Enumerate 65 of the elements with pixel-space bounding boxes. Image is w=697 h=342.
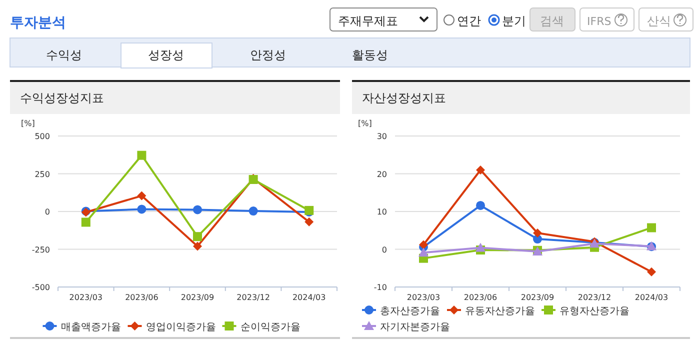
y-tick-label: 20 bbox=[376, 170, 387, 179]
legend-label: 영업이익증가율 bbox=[146, 322, 216, 333]
legend-item: 총자산증가율 bbox=[362, 306, 440, 317]
y-tick-label: -500 bbox=[32, 283, 50, 292]
text: 성장성 bbox=[148, 48, 184, 62]
y-axis-title: [%] bbox=[21, 119, 35, 128]
x-tick-label: 2023/12 bbox=[578, 293, 612, 302]
legend-item: 자기자본증가율 bbox=[362, 321, 450, 333]
y-tick-label: -250 bbox=[32, 245, 50, 254]
point bbox=[193, 205, 202, 214]
point bbox=[193, 232, 202, 242]
point bbox=[418, 248, 428, 257]
text: 활동성 bbox=[352, 48, 388, 62]
legend-item: 매출액증가율 bbox=[42, 322, 121, 333]
legend-label: 매출액증가율 bbox=[60, 322, 121, 333]
legend-label: 자기자본증가율 bbox=[380, 322, 450, 333]
y-axis-title: [%] bbox=[358, 119, 372, 128]
text: IFRS bbox=[587, 15, 612, 28]
point bbox=[137, 204, 146, 214]
point bbox=[533, 228, 542, 238]
text: 연간 bbox=[457, 14, 481, 28]
text: 분기 bbox=[502, 14, 526, 28]
legend-item: 유형자산증가율 bbox=[542, 306, 630, 317]
point bbox=[81, 218, 90, 227]
legend-item: 영업이익증가율 bbox=[128, 322, 216, 333]
x-tick-label: 2023/03 bbox=[406, 293, 440, 302]
y-tick-label: 500 bbox=[34, 132, 50, 141]
x-tick-label: 2023/12 bbox=[236, 293, 270, 302]
legend-item: 순이익증가율 bbox=[222, 322, 300, 333]
x-tick-label: 2024/03 bbox=[292, 293, 326, 302]
y-tick-label: 0 bbox=[44, 208, 50, 216]
legend-label: 유동자산증가율 bbox=[465, 306, 535, 317]
x-tick-label: 2023/09 bbox=[520, 293, 554, 302]
legend-label: 총자산증가율 bbox=[380, 306, 440, 317]
point bbox=[647, 223, 656, 232]
legend-label: 순이익증가율 bbox=[240, 322, 300, 333]
legend-item: 유동자산증가율 bbox=[447, 306, 535, 317]
x-tick-label: 2023/09 bbox=[180, 293, 214, 302]
point bbox=[647, 267, 656, 276]
legend-label: 유형자산증가율 bbox=[560, 306, 630, 317]
text: 투자분석 bbox=[10, 15, 66, 31]
y-tick-label: -10 bbox=[374, 283, 387, 292]
point bbox=[248, 206, 258, 216]
text: 수익성 bbox=[46, 48, 82, 62]
y-tick-label: 250 bbox=[34, 170, 50, 179]
text: 검색 bbox=[540, 14, 564, 28]
point bbox=[476, 242, 486, 252]
point bbox=[304, 217, 314, 226]
point bbox=[476, 165, 485, 174]
y-tick-label: 0 bbox=[382, 245, 387, 254]
text: 산식 bbox=[647, 14, 671, 28]
x-tick-label: 2024/03 bbox=[634, 293, 668, 302]
point bbox=[137, 150, 146, 160]
y-tick-label: 30 bbox=[376, 132, 387, 141]
point bbox=[137, 191, 146, 200]
chart-title: 수익성장성지표 bbox=[20, 91, 104, 105]
chart-title: 자산성장성지표 bbox=[362, 91, 446, 105]
select: 주재무제표 bbox=[330, 8, 438, 32]
point bbox=[193, 242, 202, 251]
text: 안정성 bbox=[250, 48, 286, 62]
y-tick-label: 10 bbox=[376, 208, 387, 216]
x-tick-label: 2023/03 bbox=[69, 293, 103, 302]
point bbox=[476, 200, 485, 210]
x-tick-label: 2023/06 bbox=[125, 293, 158, 302]
x-tick-label: 2023/06 bbox=[464, 293, 498, 302]
